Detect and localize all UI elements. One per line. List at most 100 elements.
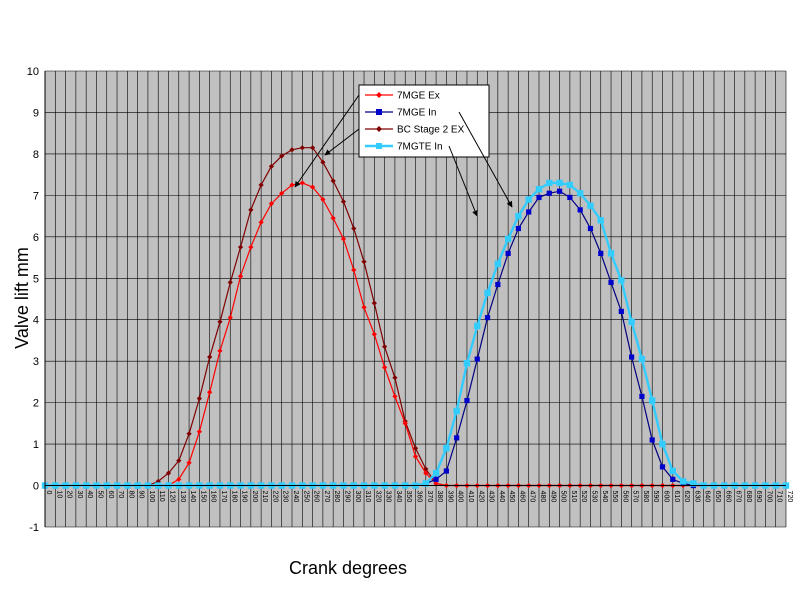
data-point bbox=[505, 250, 511, 256]
x-tick-label: 690 bbox=[755, 491, 762, 503]
data-point bbox=[217, 319, 223, 325]
y-tick-label: 9 bbox=[33, 107, 39, 119]
data-point bbox=[454, 435, 460, 441]
data-point bbox=[443, 468, 449, 474]
legend-item: 7MGE In bbox=[365, 108, 436, 119]
data-point bbox=[330, 215, 336, 221]
data-point bbox=[443, 445, 450, 452]
x-tick-label: 490 bbox=[549, 491, 556, 503]
data-point bbox=[433, 476, 439, 482]
y-tick-label: 1 bbox=[33, 439, 39, 451]
x-tick-label: 310 bbox=[364, 491, 371, 503]
x-tick-label: 350 bbox=[405, 491, 412, 503]
data-point bbox=[515, 212, 522, 220]
y-tick-label: 2 bbox=[33, 398, 39, 410]
legend-arrow bbox=[458, 111, 513, 208]
x-tick-label: 30 bbox=[76, 491, 83, 499]
data-point bbox=[207, 389, 213, 395]
y-tick-label: 4 bbox=[33, 315, 39, 327]
data-point bbox=[309, 184, 316, 190]
data-point bbox=[484, 315, 491, 321]
x-tick-label: 80 bbox=[127, 491, 134, 499]
x-tick-label: 410 bbox=[467, 491, 474, 503]
data-point bbox=[382, 344, 388, 350]
data-point bbox=[258, 219, 264, 225]
legend-label: BC Stage 2 EX bbox=[397, 125, 465, 136]
x-tick-label: 130 bbox=[179, 491, 186, 503]
legend: 7MGE Ex 7MGE In BC Stage 2 EX 7MGTE In bbox=[358, 84, 490, 158]
data-point bbox=[402, 420, 408, 426]
data-point bbox=[361, 259, 367, 265]
data-point bbox=[196, 395, 202, 402]
x-tick-label: 250 bbox=[302, 491, 309, 503]
x-tick-label: 380 bbox=[436, 491, 443, 503]
x-tick-label: 370 bbox=[426, 491, 433, 503]
data-point bbox=[382, 364, 388, 370]
x-tick-label: 330 bbox=[385, 491, 392, 503]
x-tick-label: 10 bbox=[55, 491, 62, 499]
x-tick-label: 470 bbox=[529, 491, 536, 503]
x-tick-label: 210 bbox=[261, 491, 268, 503]
x-tick-label: 400 bbox=[457, 491, 464, 503]
x-tick-label: 460 bbox=[518, 491, 525, 503]
data-point bbox=[299, 180, 305, 186]
x-tick-label: 420 bbox=[477, 491, 484, 503]
data-point bbox=[495, 281, 501, 288]
y-tick-label: 5 bbox=[33, 273, 39, 285]
x-tick-label: 530 bbox=[590, 491, 597, 503]
x-tick-label: 600 bbox=[663, 491, 670, 503]
x-tick-label: 580 bbox=[642, 491, 649, 503]
x-tick-label: 260 bbox=[313, 491, 320, 503]
x-tick-label: 520 bbox=[580, 491, 587, 503]
x-tick-label: 270 bbox=[323, 491, 330, 503]
x-tick-label: 650 bbox=[714, 491, 721, 503]
data-point bbox=[248, 207, 254, 213]
data-point bbox=[474, 356, 480, 362]
data-point bbox=[186, 460, 192, 466]
data-point bbox=[268, 201, 275, 207]
x-tick-label: 450 bbox=[508, 491, 515, 503]
data-point bbox=[432, 469, 440, 477]
data-point bbox=[412, 453, 419, 460]
data-point bbox=[412, 445, 419, 451]
x-tick-label: 590 bbox=[652, 491, 659, 503]
data-point bbox=[176, 458, 182, 464]
data-point bbox=[535, 185, 543, 193]
data-point bbox=[423, 470, 429, 476]
data-point bbox=[453, 407, 460, 415]
data-point bbox=[556, 179, 563, 187]
data-point bbox=[330, 178, 336, 184]
data-point bbox=[649, 397, 656, 404]
x-tick-label: 640 bbox=[704, 491, 711, 503]
x-tick-label: 90 bbox=[138, 491, 145, 499]
x-tick-label: 510 bbox=[570, 491, 577, 503]
data-point bbox=[258, 182, 264, 188]
y-tick-label: 3 bbox=[33, 356, 39, 368]
x-tick-label: 140 bbox=[189, 491, 196, 503]
data-point bbox=[659, 464, 666, 470]
data-point bbox=[361, 304, 367, 310]
x-axis-label: Crank degrees bbox=[289, 558, 407, 578]
data-point bbox=[217, 348, 223, 354]
data-point bbox=[176, 476, 182, 482]
data-point bbox=[464, 397, 470, 404]
x-tick-label: 280 bbox=[333, 491, 340, 503]
y-tick-label: 8 bbox=[33, 149, 39, 161]
data-point bbox=[392, 375, 398, 381]
data-point bbox=[289, 182, 295, 188]
data-point bbox=[279, 190, 285, 196]
y-tick-label: -1 bbox=[29, 522, 39, 534]
x-tick-label: 500 bbox=[560, 491, 567, 503]
x-tick-label: 70 bbox=[117, 491, 124, 499]
x-tick-label: 700 bbox=[765, 491, 772, 503]
data-point bbox=[392, 393, 398, 400]
x-tick-label: 110 bbox=[158, 491, 165, 502]
data-point bbox=[494, 260, 502, 267]
x-tick-label: 220 bbox=[271, 491, 278, 503]
legend-item: 7MGE Ex bbox=[365, 91, 440, 102]
data-point bbox=[607, 250, 615, 257]
data-point bbox=[279, 153, 285, 159]
y-tick-label: 0 bbox=[33, 481, 39, 493]
data-point bbox=[227, 315, 233, 321]
data-point bbox=[628, 318, 635, 325]
